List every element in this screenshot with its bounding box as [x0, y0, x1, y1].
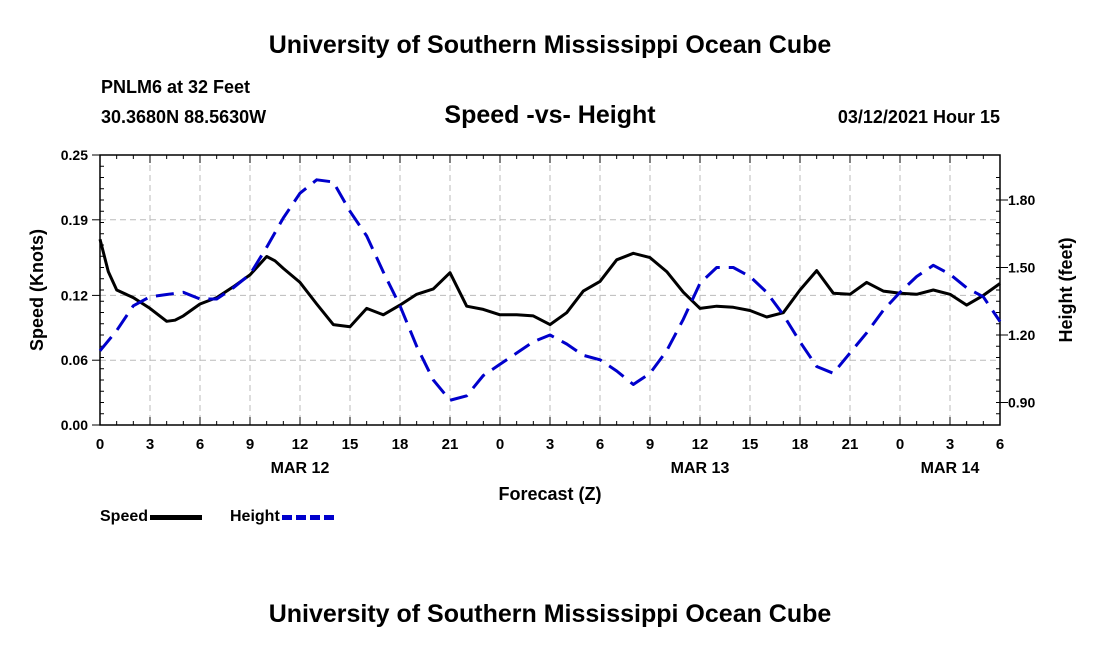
y2-tick-label: 1.80 [1008, 192, 1035, 208]
x-tick-label: 0 [496, 436, 504, 453]
series-lines [98, 178, 1002, 402]
x-tick-label: 3 [946, 436, 954, 453]
x-tick-label: 3 [546, 436, 554, 453]
forecast-timestamp: 03/12/2021 Hour 15 [837, 107, 1000, 127]
y-tick-label: 0.00 [61, 417, 88, 433]
x-tick-label: 0 [96, 436, 104, 453]
legend-speed-swatch [150, 514, 203, 520]
x-tick-label: 21 [442, 436, 459, 453]
x-tick-label: 21 [842, 436, 859, 453]
legend-height-swatch [281, 514, 334, 520]
legend-height-label: Height [230, 508, 280, 525]
y-tick-label: 0.25 [61, 147, 88, 163]
station-label: PNLM6 at 32 Feet [101, 77, 251, 97]
y-axis-title: Speed (Knots) [27, 229, 47, 351]
x-tick-label: 3 [146, 436, 154, 453]
x-tick-label: 6 [996, 436, 1004, 453]
chart-subtitle: Speed -vs- Height [444, 101, 656, 129]
y2-tick-label: 1.20 [1008, 327, 1035, 343]
main-title: University of Southern Mississippi Ocean… [268, 31, 832, 59]
date-label: MAR 12 [271, 460, 330, 477]
x-tick-label: 9 [646, 436, 654, 453]
y2-tick-label: 0.90 [1008, 395, 1035, 411]
y-tick-label: 0.19 [61, 212, 88, 228]
series-speed-line [98, 238, 1001, 329]
x-tick-label: 18 [792, 436, 809, 453]
axis-ticks [92, 154, 1008, 426]
date-label: MAR 14 [921, 460, 980, 477]
y2-axis-title: Height (feet) [1056, 238, 1076, 343]
x-tick-label: 9 [246, 436, 254, 453]
y-tick-label: 0.06 [61, 352, 88, 368]
coordinates-label: 30.3680N 88.5630W [101, 107, 267, 127]
date-label: MAR 13 [671, 460, 730, 477]
series-height-line [98, 178, 1002, 402]
x-tick-label: 6 [196, 436, 204, 453]
y2-tick-label: 1.50 [1008, 260, 1035, 276]
axis-labels: 0 3 6 9 12 15 18 21 0 3 6 9 12 15 18 21 0 3 6 MAR 12 MAR 13 M… [61, 147, 1036, 477]
x-tick-label: 15 [342, 436, 359, 453]
footer-title: University of Southern Mississippi Ocean… [268, 600, 832, 628]
x-axis-title: Forecast (Z) [498, 484, 601, 504]
y-tick-label: 0.12 [61, 287, 88, 303]
grid [100, 155, 1000, 425]
legend-height: Height [230, 508, 334, 526]
x-tick-label: 18 [392, 436, 409, 453]
x-tick-label: 6 [596, 436, 604, 453]
x-tick-label: 12 [692, 436, 709, 453]
x-tick-label: 15 [742, 436, 759, 453]
x-tick-label: 12 [292, 436, 309, 453]
legend-speed-label: Speed [100, 508, 149, 525]
legend-speed: Speed [100, 508, 203, 526]
x-tick-label: 0 [896, 436, 904, 453]
